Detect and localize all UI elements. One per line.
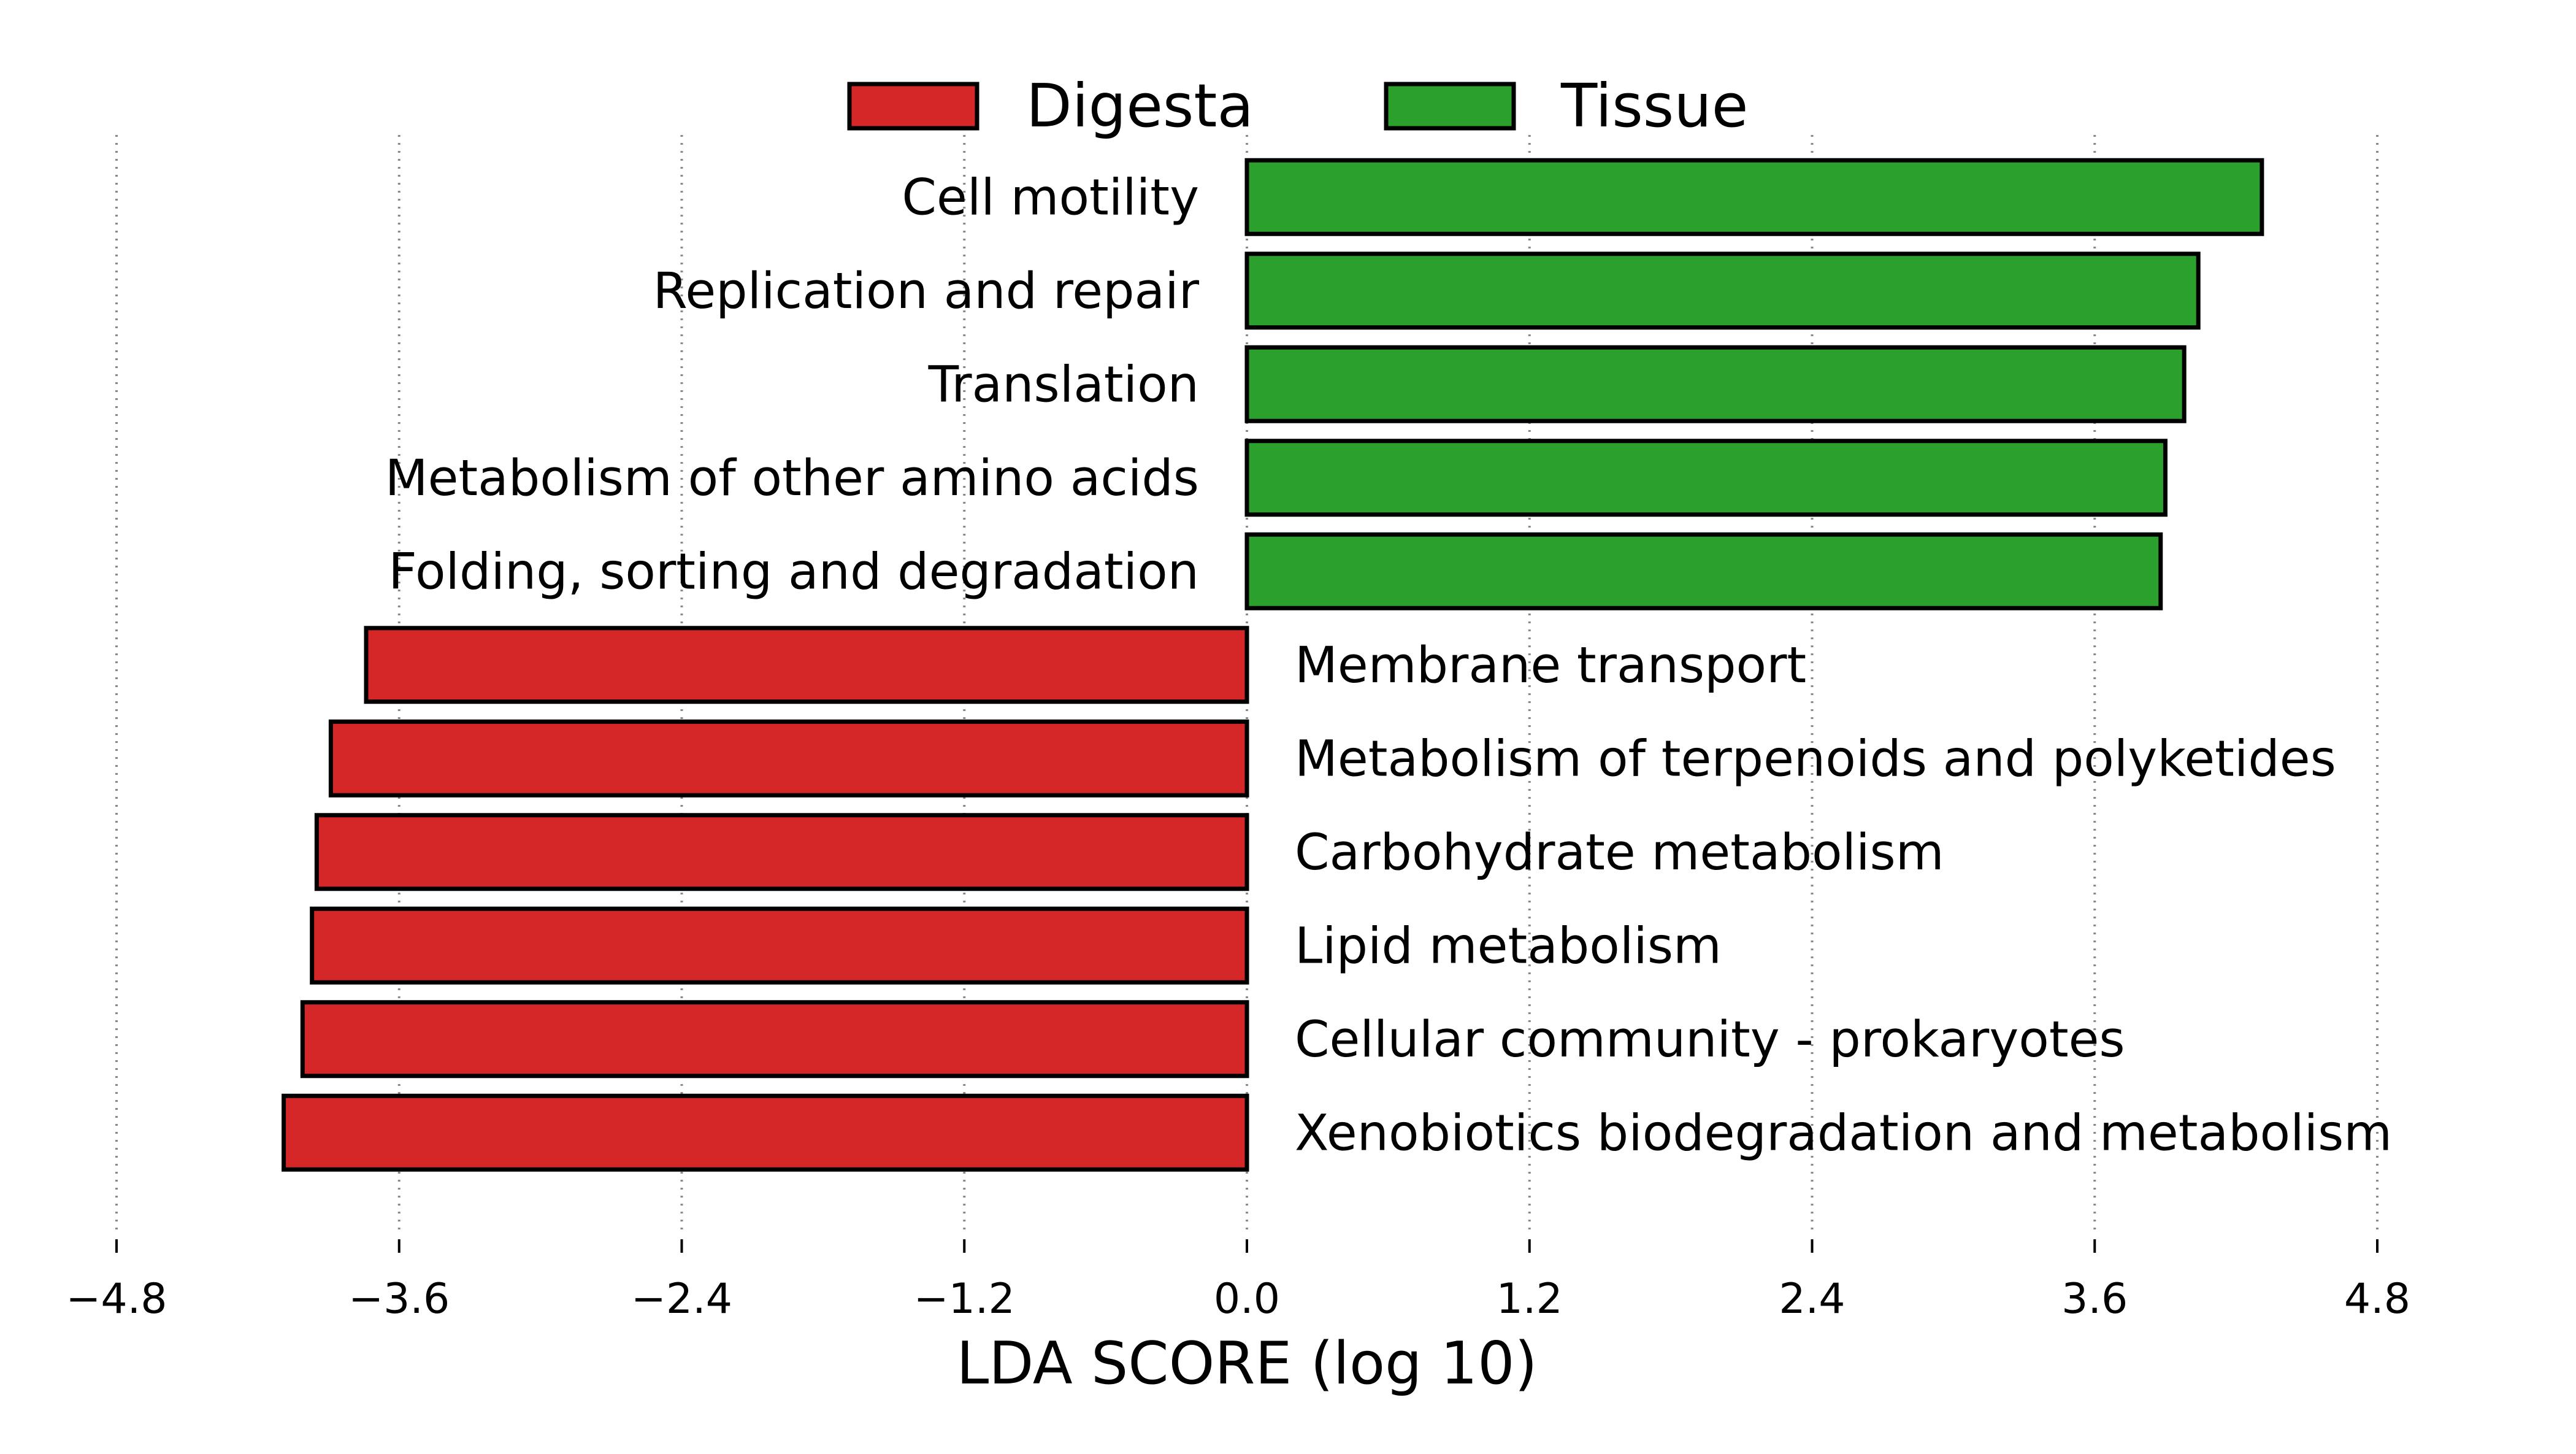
bar-0 bbox=[1244, 158, 2264, 236]
bar-7 bbox=[314, 813, 1249, 891]
legend-label-0: Digesta bbox=[1026, 71, 1254, 140]
category-label-7: Carbohydrate metabolism bbox=[1295, 824, 1944, 882]
x-tick-label-4: 0.0 bbox=[1214, 1275, 1280, 1323]
category-label-8: Lipid metabolism bbox=[1295, 917, 1722, 975]
category-label-1: Replication and repair bbox=[653, 263, 1200, 320]
legend-label-1: Tissue bbox=[1560, 71, 1748, 140]
bar-1 bbox=[1244, 252, 2201, 330]
x-tick-label-2: −2.4 bbox=[631, 1275, 732, 1323]
bar-3 bbox=[1244, 439, 2168, 517]
x-tick-label-1: −3.6 bbox=[348, 1275, 450, 1323]
bar-4 bbox=[1244, 532, 2163, 610]
bar-6 bbox=[328, 719, 1249, 798]
category-label-4: Folding, sorting and degradation bbox=[388, 543, 1199, 601]
category-label-6: Metabolism of terpenoids and polyketides bbox=[1295, 730, 2336, 788]
x-tick-label-7: 3.6 bbox=[2061, 1275, 2128, 1323]
category-label-0: Cell motility bbox=[902, 169, 1199, 226]
bar-9 bbox=[300, 1000, 1249, 1079]
x-axis: −4.8 −3.6 −2.4 −1.2 0.0 1.2 2.4 3.6 4.8 bbox=[66, 1239, 2410, 1323]
x-tick-label-6: 2.4 bbox=[1779, 1275, 1845, 1323]
bar-5 bbox=[364, 626, 1249, 704]
legend-swatch-0 bbox=[847, 82, 979, 131]
category-label-3: Metabolism of other amino acids bbox=[385, 450, 1199, 507]
bar-2 bbox=[1244, 345, 2187, 423]
category-label-2: Translation bbox=[928, 356, 1199, 414]
legend-swatch-1 bbox=[1384, 82, 1516, 131]
category-label-10: Xenobiotics biodegradation and metabolis… bbox=[1295, 1104, 2392, 1162]
category-label-layer: Cell motility Replication and repair Trans… bbox=[385, 169, 2393, 1162]
category-label-5: Membrane transport bbox=[1295, 637, 1806, 694]
x-tick-label-5: 1.2 bbox=[1497, 1275, 1563, 1323]
category-label-9: Cellular community - prokaryotes bbox=[1295, 1011, 2125, 1069]
x-tick-label-0: −4.8 bbox=[66, 1275, 167, 1323]
x-axis-title: LDA SCORE (log 10) bbox=[956, 1330, 1537, 1398]
legend: Digesta Tissue bbox=[847, 71, 1748, 140]
x-tick-label-3: −1.2 bbox=[914, 1275, 1015, 1323]
x-tick-label-8: 4.8 bbox=[2344, 1275, 2410, 1323]
bar-10 bbox=[282, 1093, 1249, 1172]
bar-layer bbox=[282, 158, 2264, 1172]
bar-8 bbox=[310, 906, 1249, 985]
